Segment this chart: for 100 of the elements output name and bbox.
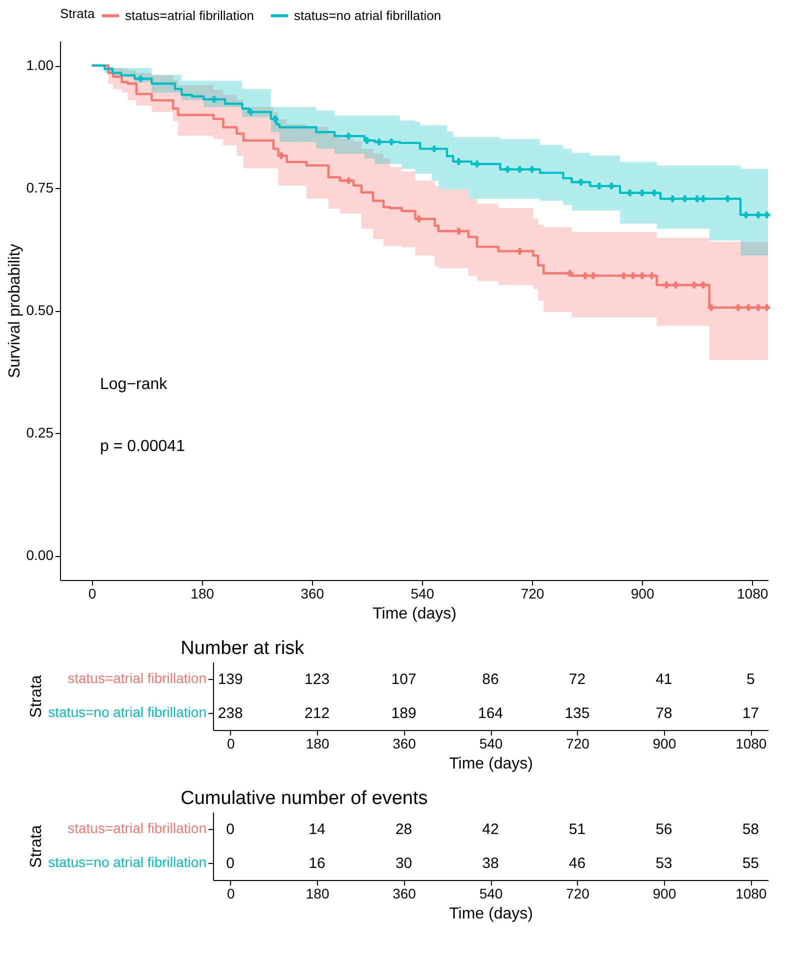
point — [345, 132, 352, 140]
data-label: 72 — [568, 671, 586, 688]
point — [388, 138, 395, 146]
data-label: 41 — [656, 671, 672, 688]
x-tick-label: 540 — [479, 736, 503, 752]
point — [754, 212, 762, 218]
x-tick-label: 900 — [652, 886, 676, 902]
chart-title: Cumulative number of events — [180, 788, 428, 809]
data-label: 28 — [395, 821, 412, 838]
point — [504, 166, 511, 173]
point — [430, 145, 438, 152]
y-tick-label: status=no atrial fibrillation — [48, 854, 206, 870]
point — [638, 272, 646, 280]
annotation: p = 0.00041 — [100, 438, 186, 455]
point — [742, 212, 750, 218]
point — [528, 166, 536, 173]
y-tick-label: status=no atrial fibrillation — [48, 704, 206, 720]
y-tick-label: 0.50 — [26, 302, 54, 318]
point — [638, 190, 646, 196]
point — [694, 195, 700, 202]
data-label: 86 — [482, 671, 499, 688]
point — [663, 282, 670, 288]
data-label: 58 — [742, 821, 759, 838]
point — [474, 160, 480, 168]
point — [516, 248, 524, 255]
x-tick-label: 180 — [190, 586, 214, 602]
x-tick-label: 720 — [520, 586, 544, 602]
point — [681, 195, 688, 202]
point — [210, 96, 218, 103]
point — [669, 195, 676, 202]
data-label: 164 — [478, 705, 504, 722]
y-axis-title: Survival probability — [6, 244, 24, 378]
data-label: 30 — [395, 855, 412, 872]
data-label: 17 — [742, 705, 759, 722]
point — [516, 166, 524, 173]
x-tick-label: 540 — [479, 886, 503, 902]
point — [763, 304, 770, 311]
point — [137, 75, 144, 82]
data-label: 53 — [656, 855, 672, 872]
point — [590, 272, 596, 280]
point — [754, 304, 762, 311]
point — [272, 116, 279, 122]
point — [376, 138, 383, 146]
data-label: 38 — [482, 855, 499, 872]
x-tick-label: 0 — [226, 886, 235, 902]
data-label: 16 — [308, 855, 326, 872]
legend-title: Strata — [60, 6, 96, 21]
point — [455, 158, 462, 165]
point — [626, 190, 634, 196]
y-axis-title: Strata — [28, 675, 46, 718]
x-tick-label: 1080 — [737, 586, 768, 602]
data-label: 56 — [656, 821, 672, 838]
point — [700, 282, 707, 288]
point — [724, 195, 731, 202]
data-label: 5 — [746, 671, 755, 688]
data-label: 51 — [568, 821, 586, 838]
point — [416, 216, 422, 222]
x-tick-label: 720 — [566, 886, 590, 902]
y-tick-label: 0.75 — [26, 180, 54, 196]
point — [745, 304, 752, 311]
data-label: 14 — [308, 821, 326, 838]
point — [650, 190, 658, 196]
x-tick-label: 360 — [392, 886, 416, 902]
x-tick-label: 900 — [652, 736, 676, 752]
data-label: 189 — [391, 705, 416, 722]
x-tick-label: 1080 — [736, 736, 767, 752]
x-tick-label: 720 — [566, 736, 590, 752]
data-label: 55 — [742, 855, 759, 872]
point — [700, 195, 707, 202]
point — [596, 182, 603, 190]
point — [364, 137, 370, 144]
x-tick-label: 360 — [300, 586, 324, 602]
data-label: 42 — [482, 821, 499, 838]
point — [278, 152, 285, 160]
point — [672, 282, 680, 288]
point — [620, 272, 628, 280]
data-label: 212 — [304, 705, 330, 722]
data-label: 139 — [218, 671, 243, 688]
y-axis-title: Strata — [28, 825, 46, 868]
data-label: 123 — [304, 671, 330, 688]
data-label: 135 — [564, 705, 590, 722]
point — [734, 304, 742, 311]
x-tick-label: 360 — [392, 736, 416, 752]
x-axis-title: Time (days) — [449, 756, 533, 772]
y-tick-label: status=atrial fibrillation — [68, 670, 206, 686]
point — [630, 272, 636, 280]
x-tick-label: 0 — [88, 586, 96, 602]
point — [708, 304, 714, 311]
x-tick-label: 180 — [306, 736, 330, 752]
point — [582, 272, 589, 280]
data-label: 0 — [226, 855, 235, 872]
x-tick-label: 540 — [410, 586, 434, 602]
point — [455, 228, 462, 234]
y-tick-label: status=atrial fibrillation — [68, 820, 206, 836]
data-label: 238 — [218, 705, 243, 722]
x-axis-title: Time (days) — [372, 606, 456, 622]
point — [345, 177, 352, 184]
y-tick-label: 0.00 — [26, 547, 54, 563]
point — [608, 182, 615, 190]
point — [763, 212, 770, 218]
